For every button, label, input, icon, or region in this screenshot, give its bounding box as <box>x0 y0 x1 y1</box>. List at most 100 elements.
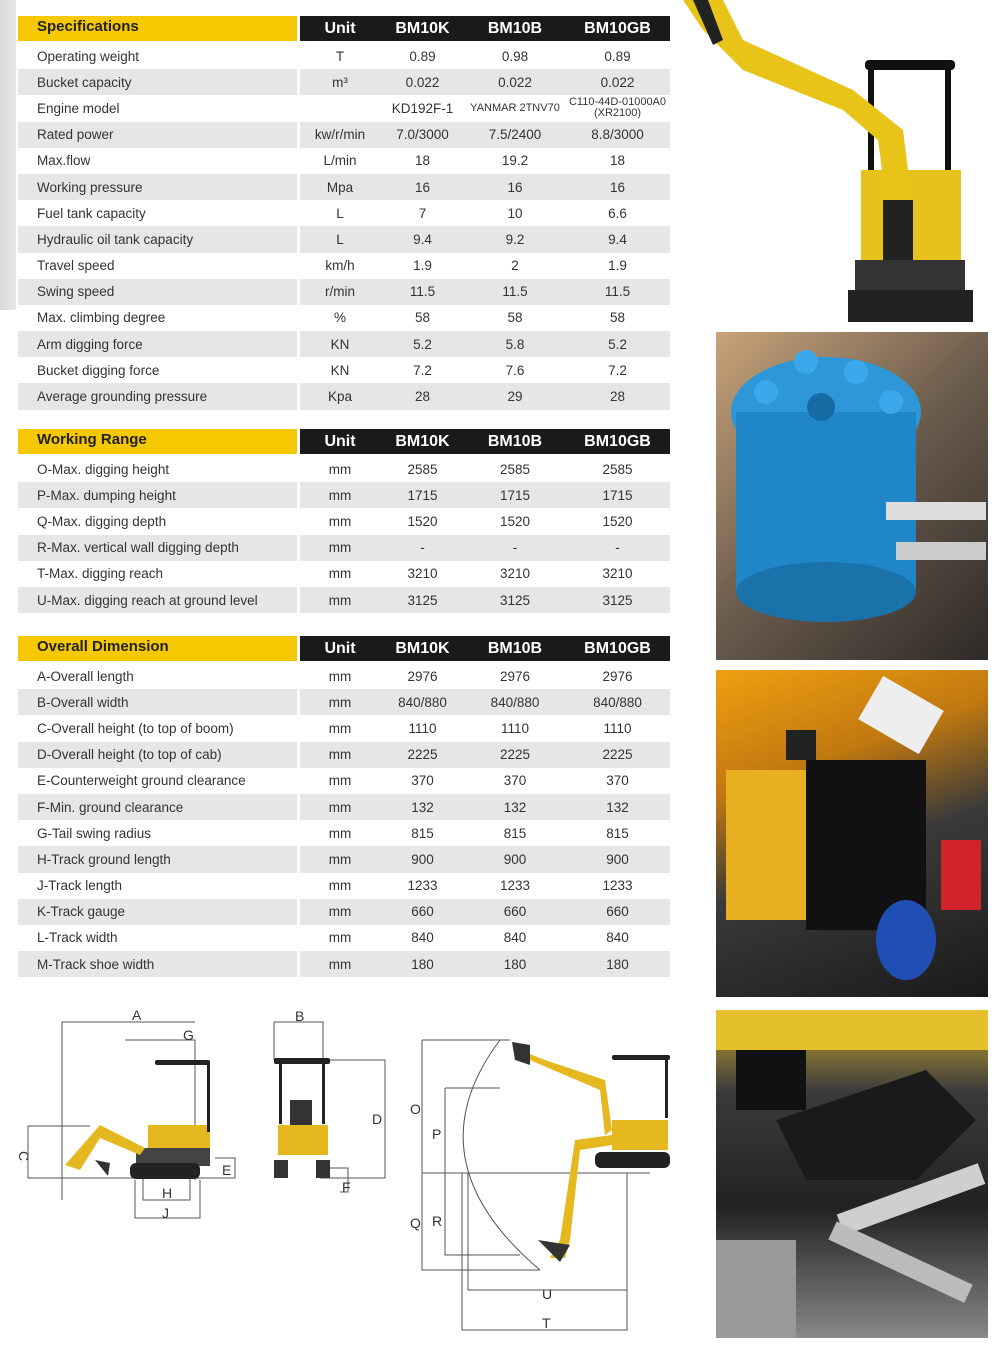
row-label: Operating weight <box>37 48 140 64</box>
value-cell: 1715 <box>602 487 633 503</box>
value-cell: KD192F-1 <box>391 100 454 116</box>
table-row: J-Track length mm 1233 1233 1233 <box>18 873 670 899</box>
row-label: Q-Max. digging depth <box>37 513 167 529</box>
value-cell: - <box>615 540 620 556</box>
model-header: BM10GB <box>584 432 651 450</box>
unit-cell: m³ <box>332 74 348 90</box>
value-cell: YANMAR 2TNV70 <box>470 101 560 114</box>
value-cell: 0.022 <box>498 74 532 90</box>
value-cell: 132 <box>411 799 434 815</box>
value-cell: 815 <box>606 825 629 841</box>
value-cell: 19.2 <box>501 153 529 169</box>
value-cell: 1.9 <box>413 258 432 274</box>
value-cell: 7.5/2400 <box>488 127 542 143</box>
row-label: P-Max. dumping height <box>18 482 297 509</box>
value-cell: 58 <box>609 310 626 326</box>
value-cell: 900 <box>411 851 434 867</box>
table-row: Max.flow L/min 18 19.2 18 <box>18 148 670 174</box>
table-row: Bucket digging force KN 7.2 7.6 7.2 <box>18 357 670 383</box>
row-label: Swing speed <box>18 278 297 305</box>
unit-cell: KN <box>330 336 350 352</box>
table-row: F-Min. ground clearance mm 132 132 132 <box>18 793 670 821</box>
table-row: L-Track width mm 840 840 840 <box>18 925 670 951</box>
engine-photo <box>716 670 988 997</box>
model-header: BM10K <box>395 432 450 450</box>
value-cell: 3210 <box>499 566 531 582</box>
table-row: A-Overall length mm 2976 2976 2976 <box>18 663 670 689</box>
unit-cell: mm <box>328 799 352 815</box>
value-cell: 180 <box>606 956 629 972</box>
dimension-diagrams: A G C E H J B D F O P Q R U T <box>16 1007 670 1331</box>
value-cell: 7 <box>418 205 427 221</box>
label-g: G <box>183 1027 194 1043</box>
unit-cell: mm <box>328 956 352 972</box>
value-cell: C110-44D-01000A0 (XR2100) <box>568 96 667 120</box>
value-cell: 7.0/3000 <box>396 127 449 143</box>
unit-cell: mm <box>328 747 352 763</box>
unit-cell: mm <box>328 566 352 582</box>
value-cell: 660 <box>503 904 527 920</box>
label-b: B <box>295 1008 304 1024</box>
table-row: Max. climbing degree% 58 58 58 <box>18 305 670 331</box>
row-label: Fuel tank capacity <box>37 205 146 221</box>
value-cell: 5.2 <box>413 336 432 352</box>
row-label: G-Tail swing radius <box>37 825 152 841</box>
unit-cell: mm <box>328 825 352 841</box>
value-cell: 900 <box>503 851 527 867</box>
table-row: Fuel tank capacity L 7 10 6.6 <box>18 200 670 226</box>
value-cell: 1233 <box>499 878 531 894</box>
value-cell: 0.022 <box>405 74 440 90</box>
value-cell: 1520 <box>407 513 438 529</box>
row-label: Arm digging force <box>18 331 297 358</box>
value-cell: 1110 <box>500 720 530 736</box>
value-cell: 840/880 <box>593 694 642 710</box>
unit-cell: mm <box>328 773 352 789</box>
value-cell: 11.5 <box>502 284 528 300</box>
value-cell: 16 <box>414 179 431 195</box>
table-row: Hydraulic oil tank capacity L 9.4 9.2 9.4 <box>18 226 670 253</box>
value-cell: 11.5 <box>409 284 436 300</box>
value-cell: 5.8 <box>505 336 525 352</box>
unit-cell: Mpa <box>326 179 354 195</box>
table-title: Specifications <box>18 16 297 41</box>
unit-cell: % <box>333 310 346 326</box>
value-cell: 0.98 <box>501 48 529 64</box>
value-cell: 11.5 <box>604 284 631 300</box>
value-cell: 10 <box>507 205 523 221</box>
value-cell: 1715 <box>499 487 531 503</box>
row-label: R-Max. vertical wall digging depth <box>18 534 297 561</box>
table-row: Rated power kw/r/min 7.0/3000 7.5/2400 8.8/3… <box>18 121 670 148</box>
value-cell: 840 <box>503 930 527 946</box>
value-cell: 2585 <box>499 461 531 477</box>
value-cell: 3125 <box>602 592 633 608</box>
label-c: C <box>16 1151 32 1161</box>
value-cell: 840/880 <box>398 694 447 710</box>
value-cell: 9.4 <box>413 231 432 247</box>
row-label: F-Min. ground clearance <box>18 793 297 821</box>
model-header: BM10B <box>487 639 543 657</box>
value-cell: 840 <box>411 930 434 946</box>
value-cell: 8.8/3000 <box>591 127 644 143</box>
table-row: R-Max. vertical wall digging depth mm - - - <box>18 534 670 561</box>
row-label: L-Track width <box>37 930 118 946</box>
row-label: Working pressure <box>18 173 297 201</box>
value-cell: 9.4 <box>608 231 627 247</box>
unit-cell: mm <box>328 487 352 503</box>
label-u: U <box>542 1286 552 1302</box>
table-header: Overall Dimension Unit BM10K BM10B BM10GB <box>18 636 670 661</box>
table-title: Overall Dimension <box>18 636 297 661</box>
row-label: Bucket digging force <box>37 362 160 378</box>
value-cell: 5.2 <box>608 336 627 352</box>
unit-cell: KN <box>330 362 350 378</box>
value-cell: 1110 <box>603 720 632 736</box>
value-cell: 1233 <box>602 878 633 894</box>
value-cell: 2585 <box>407 461 438 477</box>
value-cell: 370 <box>411 773 434 789</box>
value-cell: 3210 <box>602 566 633 582</box>
row-label: Hydraulic oil tank capacity <box>18 226 297 253</box>
table-row: O-Max. digging height mm 2585 2585 2585 <box>18 456 670 482</box>
table-row: Swing speed r/min 11.5 11.5 11.5 <box>18 278 670 305</box>
value-cell: 3125 <box>407 592 438 608</box>
model-header: BM10K <box>395 639 450 657</box>
label-p: P <box>432 1126 441 1142</box>
